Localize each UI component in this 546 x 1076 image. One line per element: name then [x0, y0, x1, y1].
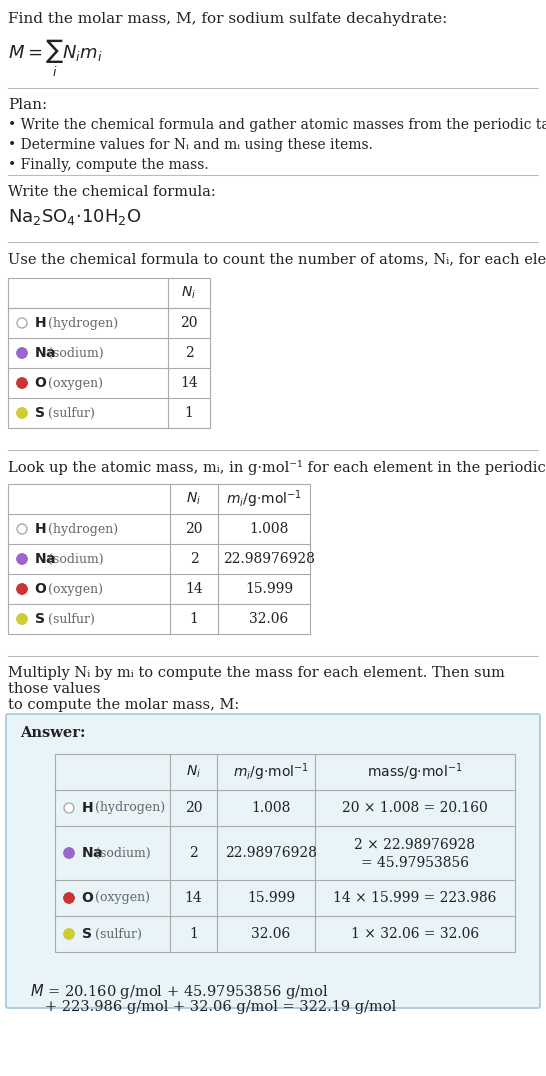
Circle shape: [64, 848, 74, 858]
Text: 32.06: 32.06: [251, 928, 290, 942]
Bar: [8, 484, 310, 634]
Circle shape: [17, 584, 27, 594]
Text: 2: 2: [185, 346, 193, 360]
Text: 20: 20: [180, 316, 198, 330]
Circle shape: [17, 614, 27, 624]
Text: $m_i$/g·mol$^{-1}$: $m_i$/g·mol$^{-1}$: [233, 761, 309, 783]
Text: $\mathbf{O}$: $\mathbf{O}$: [81, 891, 94, 905]
Text: 22.98976928: 22.98976928: [223, 552, 315, 566]
Text: $\mathbf{O}$: $\mathbf{O}$: [34, 376, 47, 390]
Text: 20: 20: [185, 522, 203, 536]
Text: (sodium): (sodium): [48, 552, 104, 566]
Text: 14: 14: [180, 376, 198, 390]
Circle shape: [17, 318, 27, 328]
Text: (hydrogen): (hydrogen): [48, 316, 118, 329]
Text: Find the molar mass, M, for sodium sulfate decahydrate:: Find the molar mass, M, for sodium sulfa…: [8, 12, 447, 26]
Text: (oxygen): (oxygen): [48, 377, 103, 390]
Text: 2: 2: [189, 846, 198, 860]
Text: (sulfur): (sulfur): [48, 612, 95, 625]
Text: $M$ = 20.160 g/mol + 45.97953856 g/mol: $M$ = 20.160 g/mol + 45.97953856 g/mol: [30, 982, 329, 1001]
Text: mass/g·mol$^{-1}$: mass/g·mol$^{-1}$: [367, 761, 463, 783]
Text: 1.008: 1.008: [251, 801, 290, 815]
Text: 20: 20: [185, 801, 202, 815]
Text: (hydrogen): (hydrogen): [48, 523, 118, 536]
Text: Write the chemical formula:: Write the chemical formula:: [8, 185, 216, 199]
Text: $\mathbf{O}$: $\mathbf{O}$: [34, 582, 47, 596]
Text: (sodium): (sodium): [48, 346, 104, 359]
Circle shape: [64, 929, 74, 939]
Text: $\mathbf{H}$: $\mathbf{H}$: [34, 316, 46, 330]
Text: $\mathbf{H}$: $\mathbf{H}$: [81, 801, 93, 815]
Circle shape: [17, 524, 27, 534]
Text: 14: 14: [185, 891, 203, 905]
Text: Use the chemical formula to count the number of atoms, Nᵢ, for each element:: Use the chemical formula to count the nu…: [8, 252, 546, 266]
Circle shape: [17, 408, 27, 417]
Text: $N_i$: $N_i$: [187, 491, 201, 507]
Text: 32.06: 32.06: [250, 612, 289, 626]
FancyBboxPatch shape: [6, 714, 540, 1008]
Circle shape: [17, 378, 27, 388]
Text: 15.999: 15.999: [245, 582, 293, 596]
Bar: [55, 754, 515, 952]
Text: (sulfur): (sulfur): [48, 407, 95, 420]
Circle shape: [17, 348, 27, 358]
Circle shape: [64, 803, 74, 813]
Text: $\mathbf{S}$: $\mathbf{S}$: [34, 612, 45, 626]
Text: 14 × 15.999 = 223.986: 14 × 15.999 = 223.986: [333, 891, 497, 905]
Text: $\mathbf{Na}$: $\mathbf{Na}$: [34, 552, 56, 566]
Text: $\mathbf{H}$: $\mathbf{H}$: [34, 522, 46, 536]
Text: $N_i$: $N_i$: [186, 764, 201, 780]
Text: $N_i$: $N_i$: [181, 285, 197, 301]
Text: Plan:: Plan:: [8, 98, 48, 112]
Text: 20 × 1.008 = 20.160: 20 × 1.008 = 20.160: [342, 801, 488, 815]
Text: $\mathbf{S}$: $\mathbf{S}$: [81, 928, 92, 942]
Text: 1: 1: [189, 928, 198, 942]
Text: 1: 1: [189, 612, 198, 626]
Text: • Finally, compute the mass.: • Finally, compute the mass.: [8, 158, 209, 172]
Text: 2: 2: [189, 552, 198, 566]
Text: 1.008: 1.008: [250, 522, 289, 536]
Text: $M = \sum_i N_i m_i$: $M = \sum_i N_i m_i$: [8, 38, 103, 80]
Text: $\mathbf{Na}$: $\mathbf{Na}$: [81, 846, 103, 860]
Text: 15.999: 15.999: [247, 891, 295, 905]
Text: (sodium): (sodium): [95, 847, 151, 860]
Text: + 223.986 g/mol + 32.06 g/mol = 322.19 g/mol: + 223.986 g/mol + 32.06 g/mol = 322.19 g…: [45, 1000, 396, 1014]
Text: $\mathrm{Na_2SO_4{\cdot}10H_2O}$: $\mathrm{Na_2SO_4{\cdot}10H_2O}$: [8, 207, 141, 227]
Text: = 45.97953856: = 45.97953856: [361, 856, 469, 870]
Text: 22.98976928: 22.98976928: [225, 846, 317, 860]
Text: Multiply Nᵢ by mᵢ to compute the mass for each element. Then sum those values
to: Multiply Nᵢ by mᵢ to compute the mass fo…: [8, 666, 505, 712]
Text: 2 × 22.98976928: 2 × 22.98976928: [354, 838, 476, 852]
Text: (oxygen): (oxygen): [95, 892, 150, 905]
Bar: [8, 278, 210, 428]
Text: $\mathbf{S}$: $\mathbf{S}$: [34, 406, 45, 420]
Text: (hydrogen): (hydrogen): [95, 802, 165, 815]
Text: • Write the chemical formula and gather atomic masses from the periodic table.: • Write the chemical formula and gather …: [8, 118, 546, 132]
Text: $m_i$/g·mol$^{-1}$: $m_i$/g·mol$^{-1}$: [226, 489, 302, 510]
Text: 1 × 32.06 = 32.06: 1 × 32.06 = 32.06: [351, 928, 479, 942]
Circle shape: [17, 554, 27, 564]
Text: Look up the atomic mass, mᵢ, in g·mol⁻¹ for each element in the periodic table:: Look up the atomic mass, mᵢ, in g·mol⁻¹ …: [8, 461, 546, 475]
Text: • Determine values for Nᵢ and mᵢ using these items.: • Determine values for Nᵢ and mᵢ using t…: [8, 138, 373, 152]
Text: 1: 1: [185, 406, 193, 420]
Text: 14: 14: [185, 582, 203, 596]
Text: $\mathbf{Na}$: $\mathbf{Na}$: [34, 346, 56, 360]
Text: Answer:: Answer:: [20, 726, 86, 740]
Text: (oxygen): (oxygen): [48, 582, 103, 595]
Circle shape: [64, 893, 74, 903]
Text: (sulfur): (sulfur): [95, 928, 142, 940]
